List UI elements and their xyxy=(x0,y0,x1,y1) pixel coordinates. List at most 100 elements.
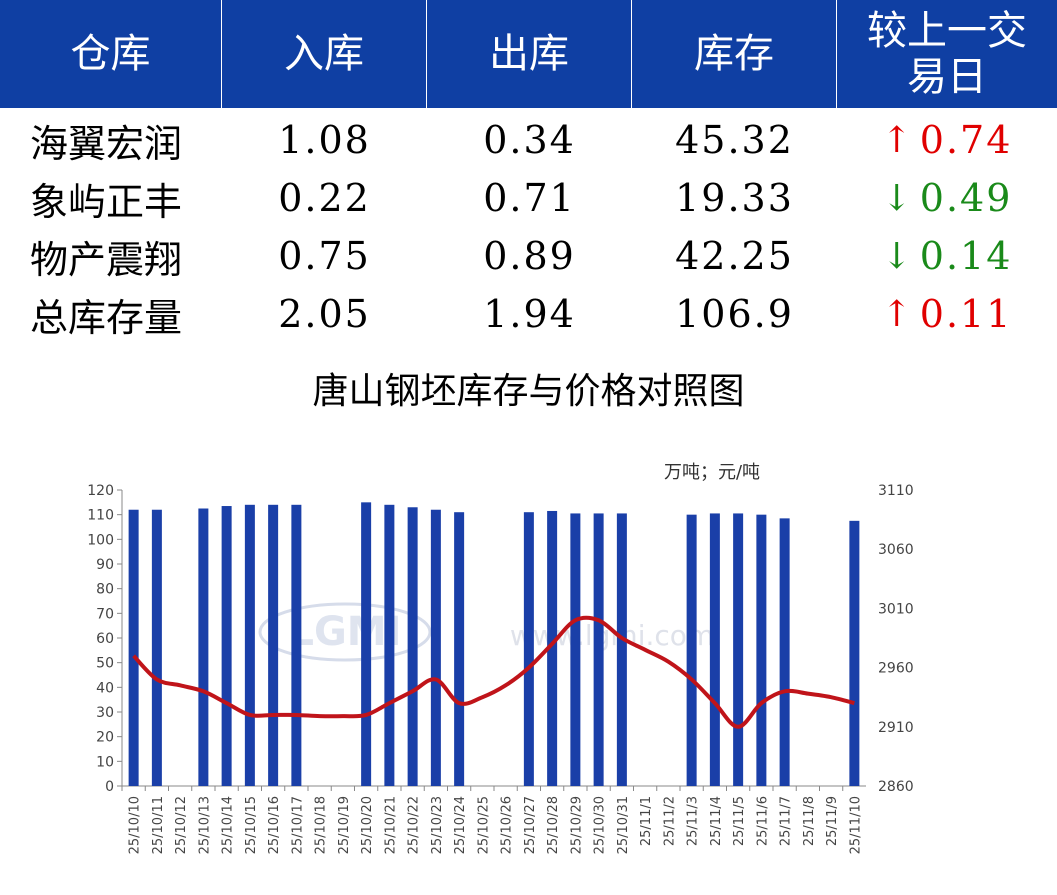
change-amount: 0.49 xyxy=(919,176,1013,220)
header-outbound: 出库 xyxy=(427,0,632,108)
change-amount: 0.74 xyxy=(919,118,1013,162)
header-warehouse: 仓库 xyxy=(0,0,222,108)
inventory-bar xyxy=(570,513,581,786)
change-value: ↑ 0.74 xyxy=(837,111,1057,169)
x-tick-label: 25/11/10 xyxy=(848,796,863,854)
inventory-bar xyxy=(244,504,255,786)
chart-title: 唐山钢坯库存与价格对照图 xyxy=(312,371,745,412)
watermark-logo-text: LGMI xyxy=(288,609,401,655)
change-amount: 0.11 xyxy=(919,292,1013,336)
header-change: 较上一交易日 xyxy=(867,8,1027,100)
y-left-tick-label: 90 xyxy=(96,557,114,573)
inventory-bar xyxy=(779,518,790,786)
inventory-bar xyxy=(709,513,720,786)
inventory-bar xyxy=(547,510,558,786)
x-tick-label: 25/10/15 xyxy=(244,796,259,854)
x-tick-label: 25/10/23 xyxy=(430,796,445,854)
outbound-value: 0.71 xyxy=(483,176,576,220)
y-right-tick-label: 3060 xyxy=(878,542,914,558)
x-tick-label: 25/10/30 xyxy=(593,796,608,854)
x-tick-label: 25/10/29 xyxy=(569,796,584,854)
x-tick-label: 25/10/22 xyxy=(407,796,422,854)
x-tick-label: 25/10/24 xyxy=(453,796,468,854)
arrow-up-icon: ↑ xyxy=(881,293,914,335)
x-tick-label: 25/10/18 xyxy=(314,796,329,854)
x-tick-label: 25/10/10 xyxy=(128,796,143,854)
inventory-bar xyxy=(198,508,209,786)
inventory-bar xyxy=(128,509,139,786)
watermark-url: www.lgmi.com xyxy=(510,619,714,652)
x-tick-label: 25/10/14 xyxy=(221,796,236,854)
arrow-down-icon: ↓ xyxy=(881,235,914,277)
y-left-tick-label: 0 xyxy=(105,779,114,795)
stock-value: 45.32 xyxy=(675,118,794,162)
inventory-bar xyxy=(361,502,372,786)
x-tick-label: 25/11/9 xyxy=(825,796,840,846)
x-tick-label: 25/11/5 xyxy=(732,796,747,846)
y-left-tick-label: 60 xyxy=(96,631,114,647)
inventory-bar xyxy=(291,504,302,786)
inbound-value: 1.08 xyxy=(278,118,371,162)
warehouse-name: 海翼宏润 xyxy=(30,121,183,166)
y-left-tick-label: 20 xyxy=(96,730,114,746)
x-tick-label: 25/10/21 xyxy=(383,796,398,854)
arrow-up-icon: ↑ xyxy=(881,119,914,161)
warehouse-name: 物产震翔 xyxy=(30,237,183,282)
x-tick-label: 25/10/17 xyxy=(290,796,305,854)
chart-area: 唐山钢坯库存与价格对照图 LGMI www.lgmi.com 万吨；元/吨 0 10 20… xyxy=(0,340,1057,895)
y-left-tick-label: 110 xyxy=(87,508,114,524)
y-left-tick-label: 100 xyxy=(87,532,114,548)
x-tick-label: 25/10/27 xyxy=(523,796,538,854)
inventory-bar xyxy=(523,512,534,786)
change-value: ↑ 0.11 xyxy=(837,285,1057,343)
inventory-bar xyxy=(221,506,232,786)
inventory-bar xyxy=(593,513,604,786)
x-tick-label: 25/11/8 xyxy=(802,796,817,846)
unit-label: 万吨；元/吨 xyxy=(664,462,760,483)
y-right-tick-label: 2960 xyxy=(878,661,914,677)
inventory-bar xyxy=(686,514,697,786)
inbound-value: 0.75 xyxy=(278,234,371,278)
x-tick-label: 25/10/13 xyxy=(197,796,212,854)
x-tick-label: 25/11/4 xyxy=(709,796,724,846)
table-row: 海翼宏润 1.08 0.34 45.32 ↑ 0.74 xyxy=(0,111,1057,169)
inbound-value: 0.22 xyxy=(278,176,371,220)
table-row: 象屿正丰 0.22 0.71 19.33 ↓ 0.49 xyxy=(0,169,1057,227)
x-tick-label: 25/10/11 xyxy=(151,796,166,854)
x-tick-label: 25/10/20 xyxy=(360,796,375,854)
x-tick-label: 25/11/2 xyxy=(662,796,677,846)
header-inbound: 入库 xyxy=(222,0,427,108)
change-value: ↓ 0.49 xyxy=(837,169,1057,227)
x-tick-label: 25/11/3 xyxy=(686,796,701,846)
y-left-tick-label: 120 xyxy=(87,483,114,499)
inventory-bar xyxy=(849,520,860,786)
inventory-bar xyxy=(430,509,441,786)
table-row: 物产震翔 0.75 0.89 42.25 ↓ 0.14 xyxy=(0,227,1057,285)
x-tick-label: 25/11/7 xyxy=(779,796,794,846)
stock-value: 19.33 xyxy=(675,176,794,220)
y-left-tick-label: 50 xyxy=(96,656,114,672)
inventory-bar xyxy=(756,514,767,786)
y-left-tick-label: 80 xyxy=(96,582,114,598)
x-tick-label: 25/11/6 xyxy=(755,796,770,846)
y-right-tick-label: 3010 xyxy=(878,601,914,617)
header-stock: 库存 xyxy=(632,0,837,108)
watermark-logo xyxy=(258,602,432,662)
x-tick-label: 25/10/19 xyxy=(337,796,352,854)
x-tick-label: 25/10/31 xyxy=(616,796,631,854)
inventory-bar xyxy=(384,504,395,786)
x-tick-label: 25/10/28 xyxy=(546,796,561,854)
arrow-down-icon: ↓ xyxy=(881,177,914,219)
x-tick-label: 25/10/25 xyxy=(476,796,491,854)
stock-value: 42.25 xyxy=(675,234,794,278)
stock-value: 106.9 xyxy=(675,292,794,336)
y-left-tick-label: 70 xyxy=(96,606,114,622)
inbound-value: 2.05 xyxy=(278,292,371,336)
outbound-value: 0.89 xyxy=(483,234,576,278)
x-tick-label: 25/11/1 xyxy=(639,796,654,846)
inventory-bar xyxy=(454,512,465,786)
y-right-tick-label: 3110 xyxy=(878,483,914,499)
inventory-table: 仓库 入库 出库 库存 较上一交易日 海翼宏润 1.08 0.34 45.32 ↑ 0.7… xyxy=(0,0,1057,340)
inventory-bar xyxy=(407,507,418,786)
warehouse-name: 象屿正丰 xyxy=(30,179,183,224)
